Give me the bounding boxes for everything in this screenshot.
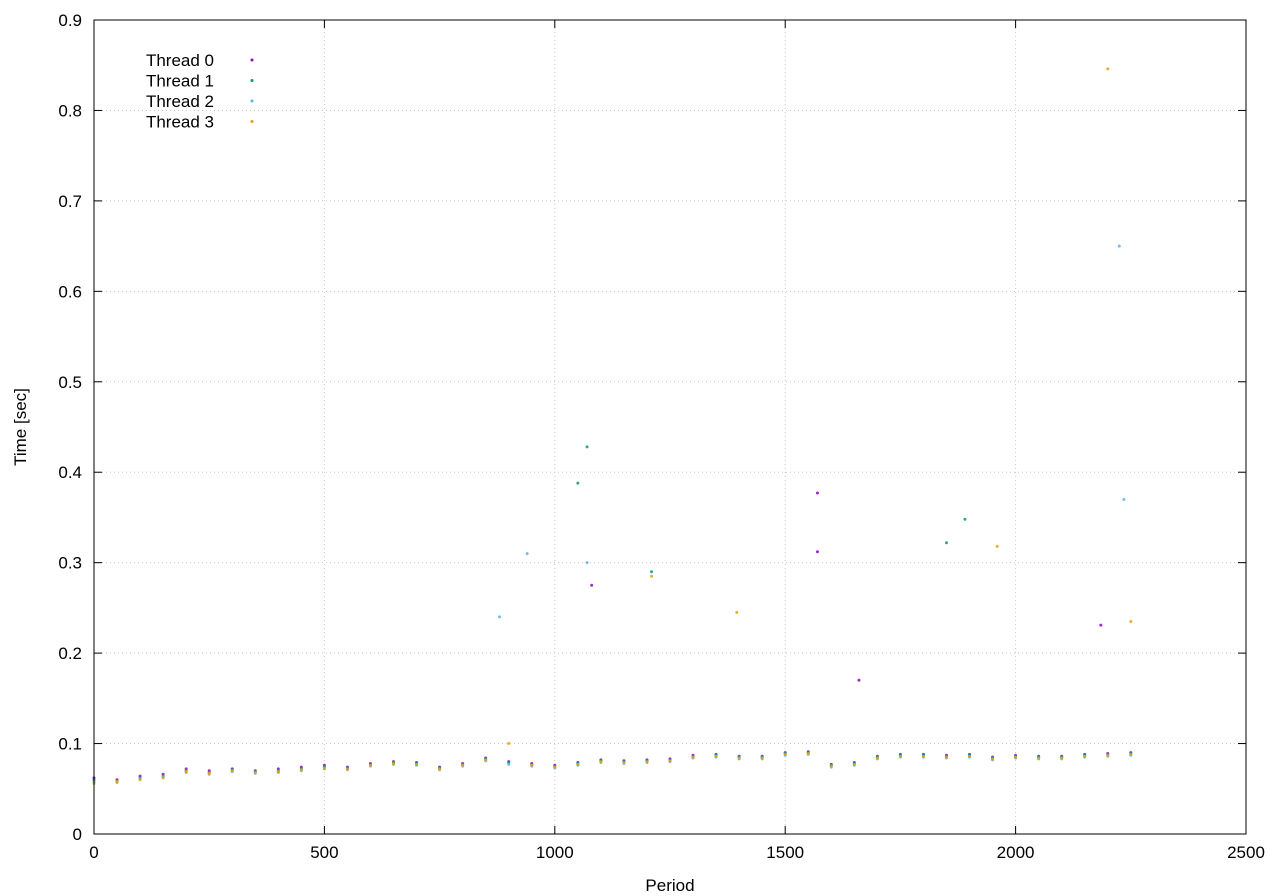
axis-ticks: [93, 19, 1247, 835]
data-point-thread-3: [1106, 67, 1110, 71]
y-tick-label: 0.1: [58, 735, 82, 754]
data-point-thread-3: [737, 756, 741, 760]
data-point-thread-0: [815, 550, 819, 554]
y-axis-label: Time [sec]: [11, 388, 30, 466]
data-point-thread-2: [525, 552, 529, 556]
data-point-thread-2: [1117, 244, 1121, 248]
data-point-thread-3: [714, 754, 718, 758]
y-tick-label: 0.6: [58, 282, 82, 301]
data-point-thread-3: [921, 754, 925, 758]
tick-labels: 0 500 1000 1500 2000 2500 0 0.1 0.2 0.3 0.4 0.5 0.6 0…: [58, 11, 1265, 862]
data-point-thread-1: [576, 481, 580, 485]
data-point-thread-1: [650, 570, 654, 574]
data-point-thread-3: [553, 765, 557, 769]
data-point-thread-3: [852, 762, 856, 766]
legend-marker: [250, 99, 254, 103]
data-point-thread-3: [898, 754, 902, 758]
data-point-thread-0: [857, 678, 861, 682]
data-point-thread-3: [735, 610, 739, 614]
y-tick-label: 0.3: [58, 554, 82, 573]
data-point-thread-3: [276, 770, 280, 774]
data-point-thread-3: [991, 757, 995, 761]
data-point-thread-3: [1060, 756, 1064, 760]
data-point-thread-3: [668, 759, 672, 763]
data-point-thread-3: [322, 766, 326, 770]
data-points: [92, 67, 1133, 785]
data-point-thread-3: [691, 755, 695, 759]
data-point-thread-3: [806, 752, 810, 755]
data-point-thread-1: [963, 517, 967, 521]
y-tick-label: 0.2: [58, 644, 82, 663]
data-point-thread-3: [760, 756, 764, 760]
data-point-thread-0: [590, 583, 594, 587]
data-point-thread-2: [1122, 497, 1126, 501]
y-tick-label: 0.4: [58, 463, 82, 482]
data-point-thread-0: [1099, 623, 1103, 627]
data-point-thread-3: [507, 742, 511, 746]
legend-marker: [250, 79, 254, 82]
data-point-thread-2: [585, 561, 589, 565]
data-point-thread-3: [392, 761, 396, 765]
legend-label: Thread 3: [146, 113, 214, 132]
data-point-thread-3: [1106, 753, 1110, 757]
data-point-thread-3: [1037, 756, 1041, 760]
data-point-thread-3: [1129, 619, 1133, 623]
data-point-thread-3: [438, 767, 442, 771]
data-point-thread-3: [345, 767, 349, 771]
data-point-thread-3: [944, 755, 948, 759]
data-point-thread-3: [415, 762, 419, 766]
data-point-thread-3: [530, 763, 534, 767]
y-tick-label: 0.8: [58, 101, 82, 120]
data-point-thread-3: [829, 764, 833, 768]
data-point-thread-1: [585, 445, 589, 449]
x-tick-label: 500: [310, 843, 338, 862]
data-point-thread-3: [968, 754, 972, 758]
legend-label: Thread 0: [146, 51, 214, 70]
data-point-thread-3: [461, 763, 465, 767]
data-point-thread-3: [115, 780, 119, 784]
x-tick-label: 2500: [1227, 843, 1265, 862]
data-point-thread-0: [815, 491, 819, 495]
data-point-thread-3: [995, 544, 999, 548]
data-point-thread-3: [1129, 752, 1133, 756]
y-tick-label: 0: [73, 825, 82, 844]
data-point-thread-2: [507, 762, 511, 766]
legend-label: Thread 2: [146, 92, 214, 111]
data-point-thread-3: [161, 776, 165, 780]
data-point-thread-3: [622, 761, 626, 765]
y-tick-label: 0.5: [58, 373, 82, 392]
x-tick-label: 1500: [766, 843, 804, 862]
x-tick-label: 0: [89, 843, 98, 862]
data-point-thread-3: [1083, 754, 1087, 758]
x-tick-label: 2000: [997, 843, 1035, 862]
data-point-thread-3: [783, 752, 787, 756]
legend-label: Thread 1: [146, 72, 214, 91]
data-point-thread-3: [599, 760, 603, 764]
data-point-thread-3: [138, 778, 142, 782]
y-tick-label: 0.7: [58, 192, 82, 211]
data-point-thread-3: [576, 762, 580, 766]
data-point-thread-3: [645, 760, 649, 764]
data-point-thread-3: [184, 770, 188, 774]
plot-frame: [93, 19, 1247, 835]
data-point-thread-3: [368, 763, 372, 767]
data-point-thread-3: [253, 771, 257, 774]
legend-marker: [250, 120, 254, 123]
data-point-thread-3: [650, 574, 654, 578]
data-point-thread-3: [230, 769, 234, 773]
x-tick-label: 1000: [536, 843, 574, 862]
data-point-thread-3: [299, 768, 303, 772]
data-point-thread-1: [944, 541, 948, 545]
data-point-thread-3: [484, 758, 488, 762]
data-point-thread-2: [498, 615, 501, 619]
y-tick-label: 0.9: [58, 11, 82, 30]
data-point-thread-3: [207, 771, 211, 775]
x-axis-label: Period: [645, 876, 694, 895]
grid: [94, 20, 1246, 834]
legend-marker: [250, 58, 254, 62]
data-point-thread-3: [1014, 755, 1018, 759]
data-point-thread-3: [875, 756, 879, 760]
